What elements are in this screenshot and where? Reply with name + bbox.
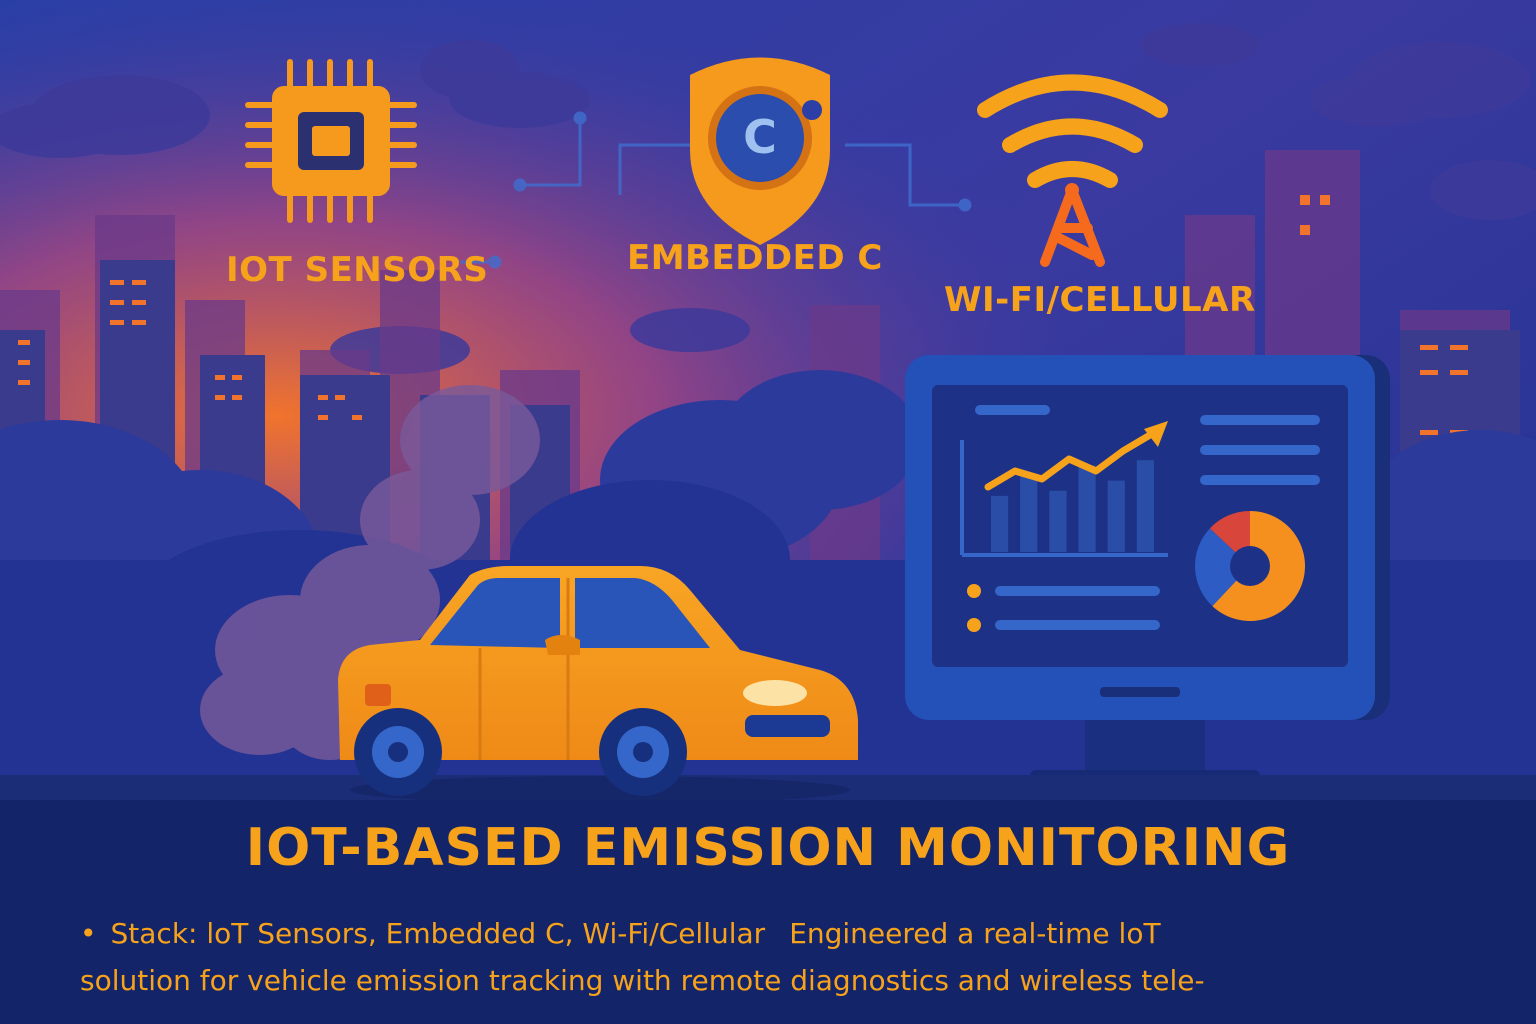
sky-clouds [0, 23, 1536, 374]
dashboard-bar [1049, 490, 1067, 552]
microchip-icon [245, 59, 417, 223]
donut-hole [1230, 546, 1270, 586]
feature-label-wifi-cellular: WI-FI/CELLULAR [944, 280, 1256, 320]
bullet-icon: • [80, 917, 97, 950]
shield-c-icon [690, 57, 830, 245]
description: • Stack: loT Sensors, Embedded C, Wi-Fi/C… [80, 910, 1480, 1004]
circuit-lines [460, 111, 972, 269]
page-title: IOT-BASED EMISSION MONITORING [245, 818, 1291, 878]
dashboard-text-lines [995, 415, 1320, 630]
donut-slice [1195, 528, 1250, 607]
wifi-antenna-icon [977, 74, 1168, 267]
dashboard-bar [1136, 460, 1154, 552]
dashboard-bar [1020, 475, 1038, 552]
description-line-2: solution for vehicle emission tracking w… [80, 964, 1205, 997]
dashboard-bars [991, 460, 1154, 552]
feature-label-iot-sensors: IOT SENSORS [226, 250, 489, 290]
description-summary-start: Engineered a real-time loT [789, 917, 1161, 950]
dashboard-bar [1107, 480, 1125, 552]
shield-letter: C [743, 110, 777, 164]
bottom-panel [0, 800, 1536, 1024]
description-line-1: • Stack: loT Sensors, Embedded C, Wi-Fi/C… [80, 910, 1480, 957]
car-icon [338, 566, 858, 804]
list-dot [967, 584, 981, 598]
exhaust-smoke [200, 385, 540, 760]
dashboard-trend-line [984, 431, 1154, 491]
feature-label-embedded-c: EMBEDDED C [627, 238, 883, 278]
list-dot [967, 618, 981, 632]
description-stack: Stack: loT Sensors, Embedded C, Wi-Fi/Ce… [110, 917, 766, 950]
trend-arrow-icon [1144, 421, 1168, 447]
dashboard-bar [1078, 465, 1096, 552]
monitor-dashboard-icon [905, 355, 1390, 800]
dashboard-bar [991, 495, 1009, 552]
